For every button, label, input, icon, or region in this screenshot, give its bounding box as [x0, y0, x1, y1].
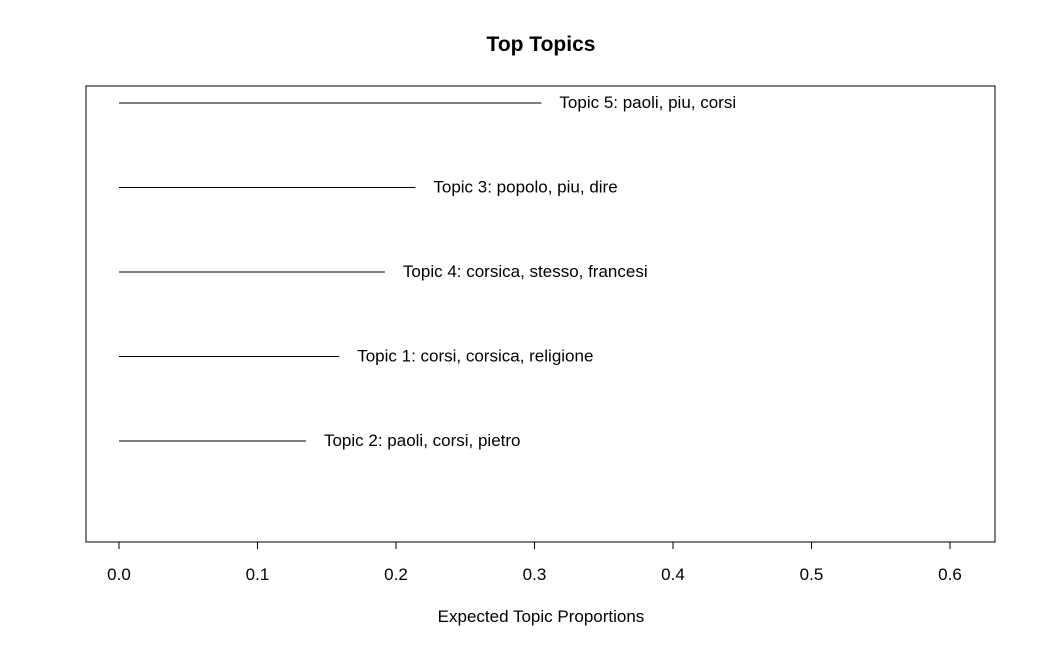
x-tick-label: 0.3	[523, 565, 547, 584]
bar-label: Topic 3: popolo, piu, dire	[433, 178, 617, 197]
bar-label: Topic 1: corsi, corsica, religione	[357, 347, 593, 366]
bars-group: Topic 5: paoli, piu, corsi Topic 3: popol…	[119, 93, 736, 450]
bar-label: Topic 4: corsica, stesso, francesi	[403, 262, 648, 281]
x-tick-label: 0.1	[246, 565, 270, 584]
chart-title: Top Topics	[487, 33, 596, 56]
x-axis: 0.0 0.1 0.2 0.3 0.4 0.5 0.6	[107, 541, 962, 584]
bar-label: Topic 5: paoli, piu, corsi	[559, 93, 736, 112]
bar-label: Topic 2: paoli, corsi, pietro	[324, 431, 521, 450]
x-tick-label: 0.2	[384, 565, 408, 584]
x-axis-label: Expected Topic Proportions	[438, 607, 645, 626]
x-tick-label: 0.5	[800, 565, 824, 584]
x-tick-label: 0.4	[661, 565, 685, 584]
x-tick-label: 0.6	[938, 565, 962, 584]
plot-frame	[85, 85, 996, 543]
x-tick-label: 0.0	[107, 565, 131, 584]
